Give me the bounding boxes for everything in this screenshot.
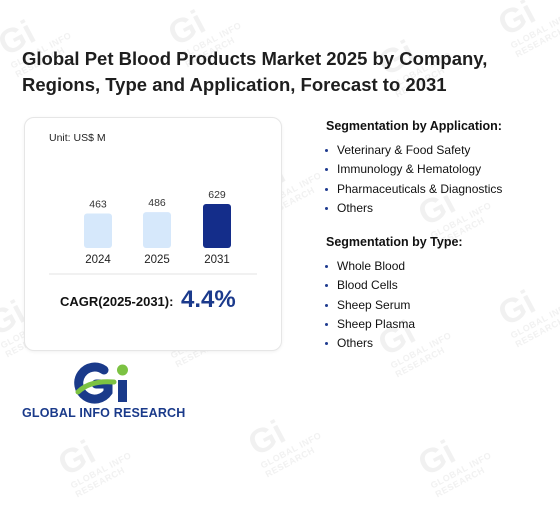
- application-item-label: Veterinary & Food Safety: [337, 143, 471, 157]
- logo-text: GLOBAL INFO RESEARCH: [22, 406, 186, 420]
- type-item: Whole Blood: [322, 257, 415, 276]
- application-item-label: Others: [337, 200, 374, 215]
- watermark-text: GLOBAL INFO RESEARCH: [428, 450, 494, 500]
- data-label-2031: 629: [208, 189, 226, 201]
- bullet-icon: [325, 168, 328, 172]
- bullet-icon: [325, 322, 328, 326]
- type-item: Sheep Plasma: [322, 315, 415, 334]
- watermark-text: GLOBAL INFO RESEARCH: [508, 300, 560, 350]
- application-item-label: Immunology & Hematology: [337, 162, 482, 177]
- bullet-icon: [325, 187, 328, 191]
- watermark-mark: Gi: [412, 433, 462, 484]
- type-list: Whole Blood Blood Cells Sheep Serum Sheep P…: [322, 257, 415, 353]
- x-tick-label-2025: 2025: [144, 254, 170, 266]
- bar-chart: 463 2024 486 2025 629 2031: [49, 189, 257, 275]
- chart-unit-label: Unit: US$ M: [49, 132, 106, 144]
- cagr-value: 4.4%: [181, 286, 236, 313]
- bullet-icon: [325, 265, 328, 268]
- gi-logo-icon: [74, 362, 128, 404]
- type-item: Blood Cells: [322, 276, 415, 295]
- data-label-2024: 463: [89, 199, 107, 211]
- bullet-icon: [325, 342, 328, 346]
- application-item: Immunology & Hematology: [322, 160, 502, 179]
- bullet-icon: [325, 284, 328, 288]
- type-segmentation-title: Segmentation by Type:: [326, 235, 463, 249]
- bullet-icon: [325, 206, 328, 210]
- type-item-label: Sheep Serum: [337, 297, 411, 312]
- bar-2031: [203, 204, 231, 248]
- watermark-text: GLOBAL INFO RESEARCH: [258, 430, 324, 480]
- type-item-label: Blood Cells: [337, 278, 398, 293]
- application-item-label: Pharmaceuticals & Diagnostics: [337, 181, 503, 196]
- watermark-mark: Gi: [162, 3, 212, 54]
- application-list: Veterinary & Food Safety Immunology & Hem…: [322, 141, 502, 218]
- bar-2024: [84, 213, 112, 248]
- type-item-label: Others: [337, 336, 374, 351]
- watermark-mark: Gi: [492, 0, 542, 44]
- page-title: Global Pet Blood Products Market 2025 by…: [22, 48, 488, 95]
- watermark-mark: Gi: [492, 283, 542, 334]
- bar-2025: [143, 212, 171, 248]
- bullet-icon: [325, 149, 328, 152]
- watermark-mark: Gi: [242, 413, 292, 464]
- application-segmentation-title: Segmentation by Application:: [326, 119, 502, 133]
- x-tick-label-2031: 2031: [204, 254, 230, 266]
- x-tick-label-2024: 2024: [85, 254, 111, 266]
- type-item: Sheep Serum: [322, 296, 415, 315]
- data-label-2025: 486: [148, 197, 166, 209]
- application-item: Veterinary & Food Safety: [322, 141, 502, 160]
- cagr-label: CAGR(2025-2031):: [60, 294, 174, 309]
- application-item: Others: [322, 199, 502, 218]
- type-item: Others: [322, 334, 415, 353]
- global-info-research-logo: GLOBAL INFO RESEARCH: [22, 362, 192, 422]
- type-item-label: Sheep Plasma: [337, 316, 416, 331]
- application-item: Pharmaceuticals & Diagnostics: [322, 180, 502, 199]
- chart-card: Unit: US$ M 463 2024 486 2025 629 2031 CAGR(2…: [24, 117, 282, 351]
- type-item-label: Whole Blood: [337, 259, 406, 273]
- bullet-icon: [325, 303, 328, 307]
- watermark-text: GLOBAL INFO RESEARCH: [68, 450, 134, 500]
